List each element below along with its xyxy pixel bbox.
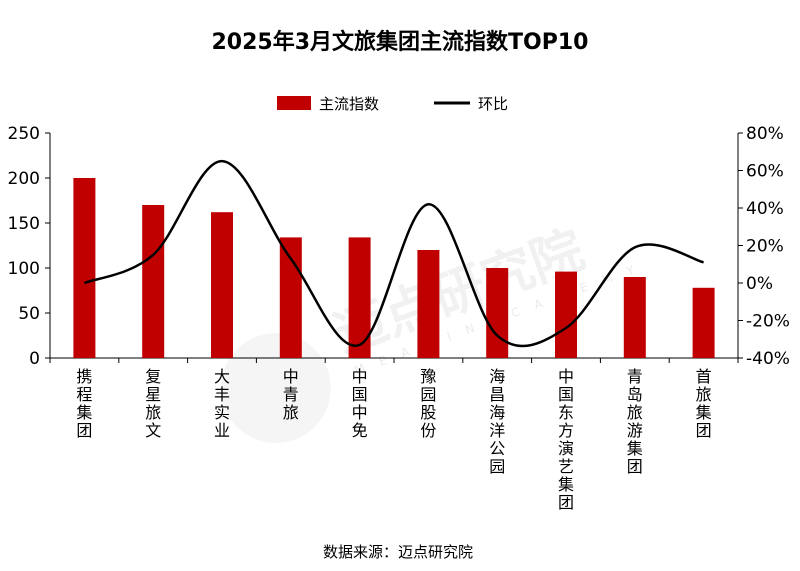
y-tick-label-left: 250 xyxy=(8,124,40,144)
legend: 主流指数 环比 xyxy=(277,95,508,113)
bar-豫园股份 xyxy=(417,250,440,358)
y-tick-label-left: 200 xyxy=(8,169,40,189)
line-huanbi xyxy=(83,159,704,348)
y-tick-label-right: -40% xyxy=(746,349,790,369)
y-tick-label-right: 20% xyxy=(746,237,784,257)
bars xyxy=(73,178,715,358)
bar-复星旅文 xyxy=(142,205,165,358)
legend-line-label: 环比 xyxy=(478,95,508,113)
category-label: 中国东方演艺集团 xyxy=(558,367,574,512)
y-tick-label-right: 0% xyxy=(746,274,773,294)
y-tick-label-left: 50 xyxy=(18,304,40,324)
line-series xyxy=(83,159,704,348)
category-label: 复星旅文 xyxy=(145,367,161,440)
bar-大丰实业 xyxy=(211,212,233,358)
y-tick-label-right: 60% xyxy=(746,162,784,182)
bar-青岛旅游集团 xyxy=(623,277,646,358)
category-label: 海昌海洋公园 xyxy=(489,367,505,476)
y-tick-label-right: 80% xyxy=(746,124,784,144)
bar-海昌海洋公园 xyxy=(486,268,509,358)
bar-中国东方演艺集团 xyxy=(555,271,577,358)
category-label: 携程集团 xyxy=(76,367,92,440)
y-tick-label-left: 100 xyxy=(8,259,40,279)
bar-中青旅 xyxy=(279,237,302,358)
y-tick-label-right: 40% xyxy=(746,199,784,219)
legend-bar-label: 主流指数 xyxy=(319,95,379,113)
category-label: 中国中免 xyxy=(352,367,368,440)
bar-首旅集团 xyxy=(692,287,715,358)
bar-携程集团 xyxy=(73,178,96,358)
category-label: 青岛旅游集团 xyxy=(627,367,643,476)
category-label: 中青旅 xyxy=(283,367,299,422)
legend-bar-swatch xyxy=(277,96,311,110)
y-tick-label-left: 0 xyxy=(29,349,40,369)
bar-中国中免 xyxy=(348,237,371,358)
chart-title: 2025年3月文旅集团主流指数TOP10 xyxy=(212,29,589,55)
y-tick-label-right: -20% xyxy=(746,312,790,332)
category-labels: 携程集团 复星旅文 大丰实业 中青旅 中国中免 豫园股份 海昌海洋公园 中国东方演艺集团 青岛旅… xyxy=(76,367,711,512)
category-label: 豫园股份 xyxy=(420,367,436,440)
axes: 0 50 100 150 200 250 -40% -20% 0% 20% 40% 60% 80% xyxy=(8,124,790,369)
source-note: 数据来源：迈点研究院 xyxy=(323,543,473,561)
category-label: 首旅集团 xyxy=(696,367,712,440)
category-label: 大丰实业 xyxy=(214,367,230,440)
watermark-logo-icon xyxy=(220,333,331,444)
y-tick-label-left: 150 xyxy=(8,214,40,234)
